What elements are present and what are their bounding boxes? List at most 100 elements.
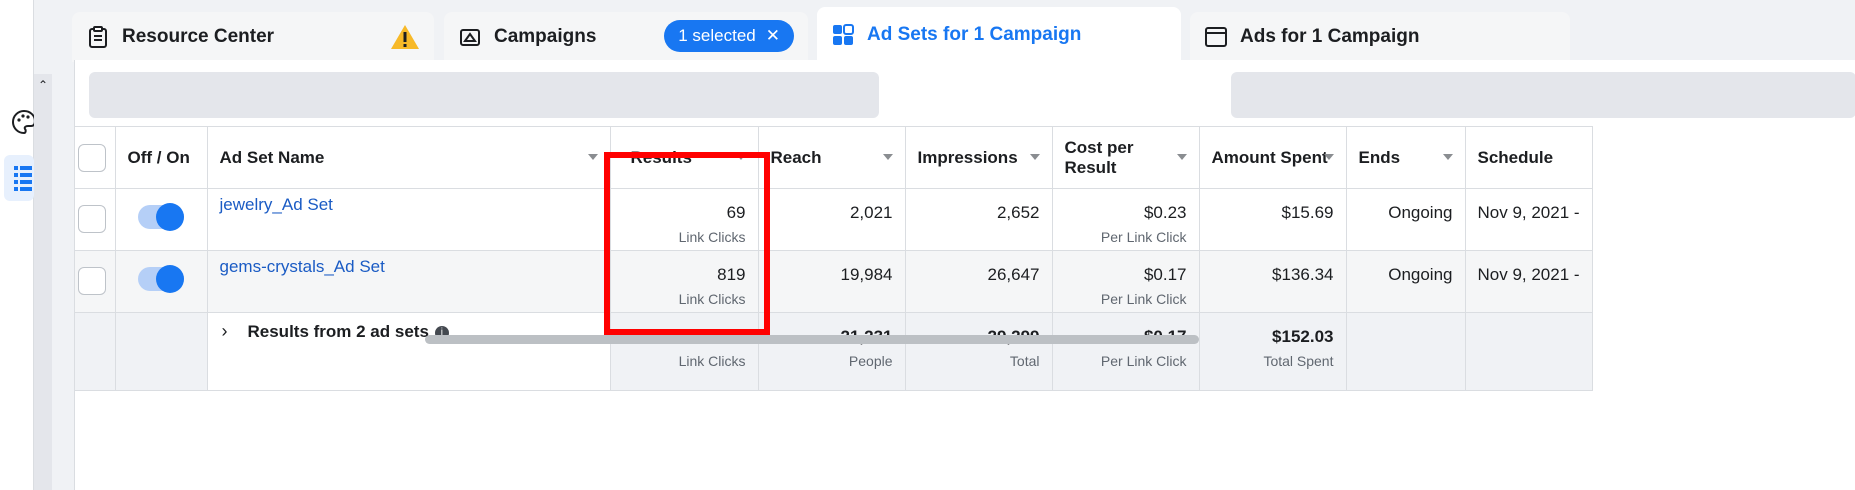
col-ad-set-name[interactable]: Ad Set Name [207, 126, 611, 189]
ends-cell: Ongoing [1346, 250, 1466, 313]
ad-set-name-link[interactable]: gems-crystals_Ad Set [219, 257, 385, 276]
totals-reach-cell: 21,231People [758, 312, 906, 391]
results-subtext: Link Clicks [678, 291, 746, 307]
schedule-value: Nov 9, 2021 - [1477, 265, 1580, 284]
totals-reach-subtext: People [848, 353, 893, 369]
rail-scrollbar[interactable] [34, 74, 52, 490]
table-row[interactable]: jewelry_Ad Set 69 Link Clicks 2,021 2,652… [75, 188, 1593, 251]
row-checkbox[interactable] [78, 267, 106, 295]
tab-label: Ad Sets for 1 Campaign [867, 24, 1082, 45]
tab-ad-sets[interactable]: Ad Sets for 1 Campaign [817, 7, 1181, 63]
col-results[interactable]: Results [610, 126, 759, 189]
cost-value: $0.17 [1143, 265, 1187, 284]
tab-resource-center[interactable]: Resource Center [72, 12, 434, 62]
horizontal-scrollbar[interactable] [425, 335, 1199, 344]
amount-cell: $15.69 [1199, 188, 1347, 251]
col-schedule[interactable]: Schedule [1465, 126, 1593, 189]
col-cost-per-result[interactable]: Cost per Result [1052, 126, 1200, 189]
table-icon [14, 166, 32, 191]
totals-empty-cell [1346, 312, 1466, 391]
tab-campaigns[interactable]: Campaigns 1 selected ✕ [444, 12, 808, 62]
sort-icon[interactable] [1029, 154, 1040, 160]
reach-cell: 2,021 [758, 188, 906, 251]
sort-icon[interactable] [1176, 154, 1187, 160]
select-all-checkbox[interactable] [78, 143, 106, 172]
col-off-on[interactable]: Off / On [115, 126, 208, 189]
toolbar-placeholder-left [89, 72, 879, 118]
col-label: Cost per Result [1064, 137, 1134, 177]
tab-bar: Resource Center Campaigns 1 selected ✕ A… [72, 0, 1855, 63]
header-row: Off / On Ad Set Name Results Reach Impre… [75, 126, 1593, 189]
ends-value: Ongoing [1388, 203, 1453, 222]
sort-icon[interactable] [1442, 154, 1453, 160]
sort-icon[interactable] [1323, 154, 1334, 160]
results-value: 69 [726, 203, 746, 222]
impressions-value: 26,647 [987, 265, 1040, 284]
ad-set-toggle[interactable] [138, 203, 184, 231]
totals-label-cell: › Results from 2 ad sets i [207, 312, 611, 391]
ad-set-name-link[interactable]: jewelry_Ad Set [219, 195, 333, 214]
totals-label: Results from 2 ad sets [247, 322, 429, 341]
ad-set-toggle[interactable] [138, 265, 184, 293]
reach-value: 19,984 [840, 265, 893, 284]
cost-cell: $0.17 Per Link Click [1052, 250, 1200, 313]
sort-icon[interactable] [735, 154, 746, 160]
expand-chevron-icon[interactable]: › [221, 321, 228, 341]
sort-icon[interactable] [587, 154, 598, 160]
toggle-knob [156, 203, 184, 231]
totals-amount-cell: $152.03 Total Spent [1199, 312, 1347, 391]
totals-empty-cell [115, 312, 208, 391]
selected-badge[interactable]: 1 selected ✕ [664, 20, 794, 52]
amount-cell: $136.34 [1199, 250, 1347, 313]
totals-impressions-cell: 29,299Total [905, 312, 1053, 391]
sort-icon[interactable] [882, 154, 893, 160]
cost-subtext: Per Link Click [1100, 291, 1187, 307]
col-ends[interactable]: Ends [1346, 126, 1466, 189]
col-label: Off / On [127, 147, 190, 167]
adsets-grid-icon [833, 24, 854, 45]
table-row[interactable]: gems-crystals_Ad Set 819 Link Clicks 19,9… [75, 250, 1593, 313]
cost-subtext: Per Link Click [1100, 229, 1187, 245]
col-label: Ad Set Name [219, 147, 325, 167]
toggle-cell [115, 250, 208, 313]
reach-cell: 19,984 [758, 250, 906, 313]
tab-label: Ads for 1 Campaign [1240, 26, 1420, 47]
toggle-knob [156, 265, 184, 293]
totals-amount-value: $152.03 [1272, 327, 1334, 346]
impressions-value: 2,652 [996, 203, 1040, 222]
totals-results-cell: 888Link Clicks [610, 312, 759, 391]
impressions-cell: 26,647 [905, 250, 1053, 313]
tab-ads[interactable]: Ads for 1 Campaign [1190, 12, 1570, 62]
totals-impressions-subtext: Total [1009, 353, 1040, 369]
results-cell: 819 Link Clicks [610, 250, 759, 313]
clipboard-icon [89, 26, 107, 48]
row-checkbox[interactable] [78, 205, 106, 233]
results-subtext: Link Clicks [678, 229, 746, 245]
col-amount-spent[interactable]: Amount Spent [1199, 126, 1347, 189]
impressions-cell: 2,652 [905, 188, 1053, 251]
scroll-up-icon[interactable]: ⌃ [37, 78, 49, 92]
table-view-button[interactable] [4, 155, 34, 201]
amount-value: $15.69 [1281, 203, 1334, 222]
ad-sets-panel: Off / On Ad Set Name Results Reach Impre… [74, 60, 1855, 490]
col-label: Amount Spent [1211, 147, 1328, 167]
tab-label: Campaigns [494, 26, 597, 47]
col-impressions[interactable]: Impressions [905, 126, 1053, 189]
col-label: Ends [1358, 147, 1401, 167]
totals-cost-subtext: Per Link Click [1100, 353, 1187, 369]
ad-window-icon [1205, 27, 1227, 47]
results-cell: 69 Link Clicks [610, 188, 759, 251]
amount-value: $136.34 [1272, 265, 1334, 284]
col-label: Impressions [917, 147, 1018, 167]
row-select-cell [75, 188, 116, 251]
col-reach[interactable]: Reach [758, 126, 906, 189]
reach-value: 2,021 [849, 203, 893, 222]
cost-value: $0.23 [1143, 203, 1187, 222]
totals-amount-subtext: Total Spent [1263, 353, 1334, 369]
campaign-icon [460, 29, 480, 46]
clear-selection-icon[interactable]: ✕ [765, 26, 780, 45]
schedule-cell: Nov 9, 2021 - [1465, 250, 1593, 313]
col-label: Results [630, 147, 692, 167]
selected-count: 1 selected [678, 26, 756, 45]
